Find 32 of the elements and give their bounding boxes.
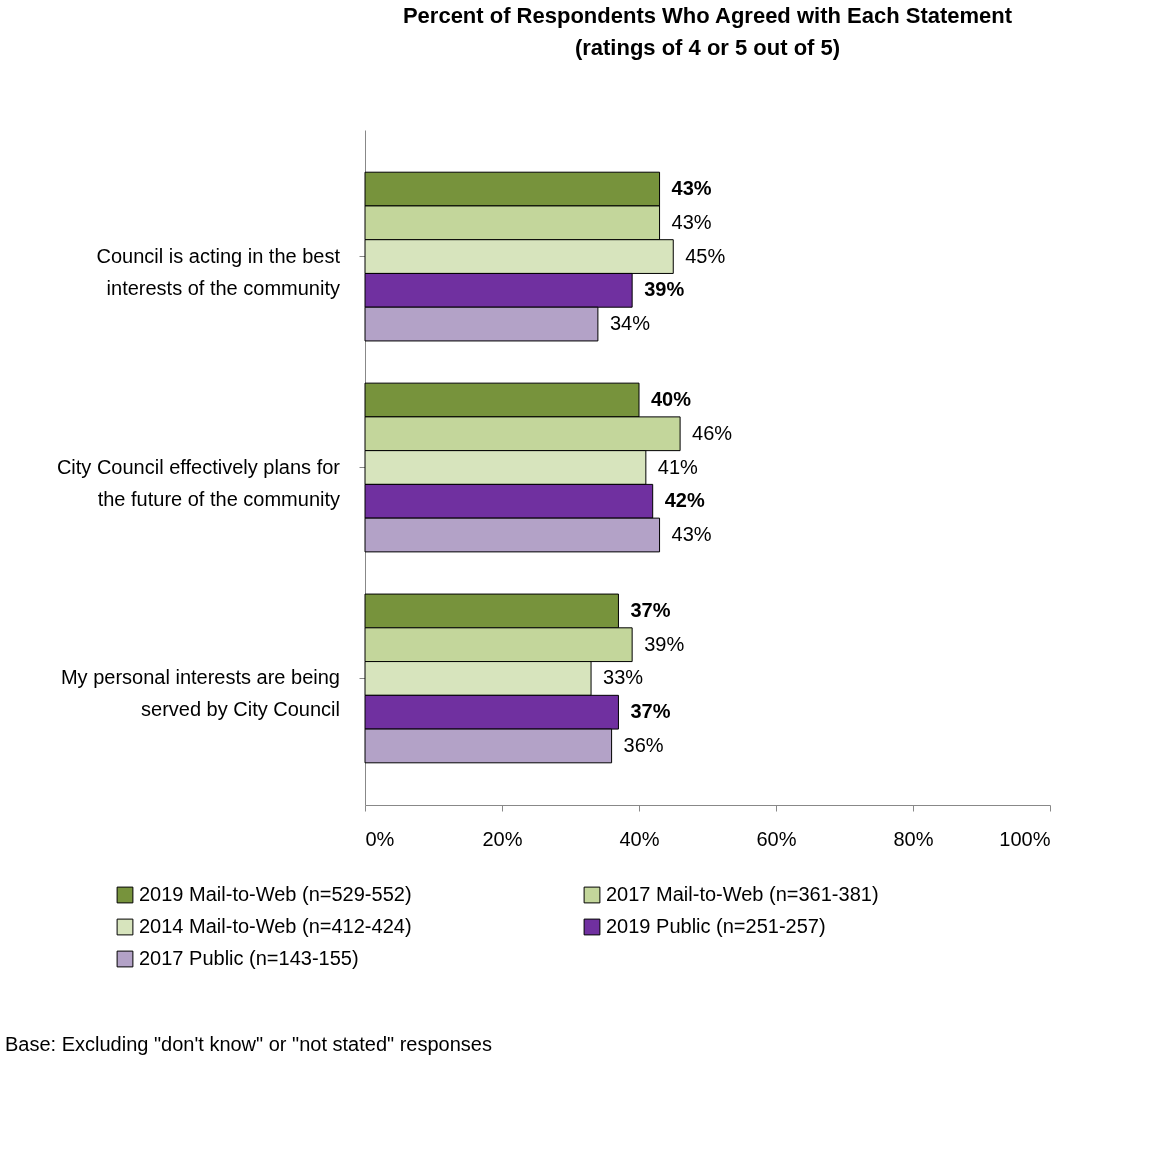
- y-tick-label: City Council effectively plans for the future of the community: [56, 455, 341, 510]
- data-label: 43%: [671, 177, 712, 200]
- legend-label: 2017 Public (n=143-155): [139, 947, 359, 969]
- legend-label: 2017 Mail-to-Web (n=361-381): [606, 883, 879, 905]
- data-label: 34%: [609, 312, 651, 335]
- x-tick-label: 60%: [756, 827, 797, 850]
- chart-title: Percent of Respondents Who Agreed with Each Statement: [402, 3, 1013, 28]
- y-tick-label: Council is acting in the best interests of the community: [96, 244, 341, 299]
- x-tick-label: 0%: [365, 827, 395, 850]
- data-label: 36%: [623, 733, 664, 756]
- data-label: 39%: [644, 632, 685, 655]
- data-label: 43%: [671, 210, 712, 233]
- legend-label: 2014 Mail-to-Web (n=412-424): [139, 915, 412, 937]
- chart-subtitle: (ratings of 4 or 5 out of 5): [574, 35, 841, 60]
- x-tick-label: 20%: [482, 827, 523, 850]
- legend-label: 2019 Mail-to-Web (n=529-552): [139, 883, 412, 905]
- x-tick-label: 40%: [619, 827, 660, 850]
- x-tick-label: 100%: [999, 827, 1051, 850]
- text: Base: Excluding "don't know" or "not stated" responses: [5, 1033, 492, 1055]
- data-label: 43%: [671, 523, 712, 545]
- data-label: 39%: [644, 278, 685, 301]
- y-tick-label: My personal interests are being served by City Council: [60, 666, 340, 721]
- data-label: 37%: [630, 700, 671, 723]
- data-label: 40%: [651, 388, 692, 410]
- data-label: 46%: [692, 421, 733, 444]
- x-tick-label: 80%: [893, 827, 934, 850]
- legend-label: 2019 Public (n=251-257): [606, 915, 826, 937]
- data-label: 33%: [603, 666, 644, 689]
- data-label: 45%: [685, 244, 726, 267]
- data-label: 42%: [664, 489, 705, 512]
- data-label: 41%: [657, 455, 699, 478]
- data-label: 37%: [630, 598, 671, 621]
